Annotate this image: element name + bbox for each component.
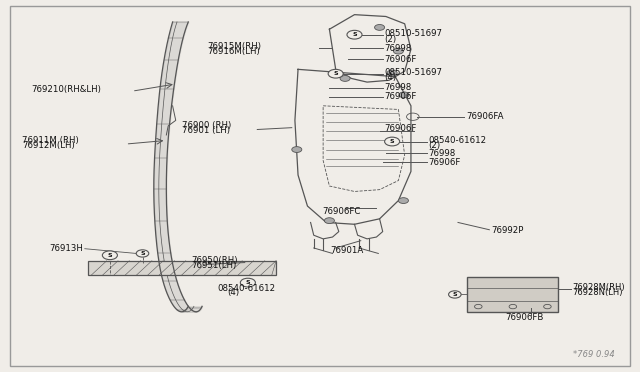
Circle shape <box>328 69 343 78</box>
Text: 76912M(LH): 76912M(LH) <box>22 141 75 150</box>
Text: 76906F: 76906F <box>385 92 417 101</box>
Text: 76901A: 76901A <box>331 246 364 255</box>
Circle shape <box>136 250 148 257</box>
Circle shape <box>102 251 117 260</box>
Circle shape <box>449 291 461 298</box>
Text: (4): (4) <box>227 288 239 297</box>
Circle shape <box>387 70 397 76</box>
Circle shape <box>398 198 408 203</box>
Circle shape <box>374 25 385 31</box>
Bar <box>88 261 276 275</box>
Text: 08540-61612: 08540-61612 <box>429 135 486 145</box>
Text: 769210(RH&LH): 769210(RH&LH) <box>31 84 101 93</box>
Text: S: S <box>246 280 250 285</box>
Text: 76906F: 76906F <box>429 158 461 167</box>
Text: S: S <box>390 139 394 144</box>
Text: 08540-61612: 08540-61612 <box>218 283 276 292</box>
Text: (2): (2) <box>385 35 397 44</box>
Text: 76992P: 76992P <box>492 226 524 235</box>
Text: 76913H: 76913H <box>49 244 83 253</box>
Text: S: S <box>452 292 457 297</box>
Text: 76901 (LH): 76901 (LH) <box>182 126 230 135</box>
Text: 76900 (RH): 76900 (RH) <box>182 121 231 130</box>
Circle shape <box>394 48 403 54</box>
Text: *769 0.94: *769 0.94 <box>573 350 615 359</box>
Text: 08510-51697: 08510-51697 <box>385 68 443 77</box>
Text: 76911M (RH): 76911M (RH) <box>22 136 79 145</box>
Circle shape <box>292 147 302 153</box>
Text: (4): (4) <box>385 73 397 82</box>
Text: 76928N(LH): 76928N(LH) <box>573 288 623 297</box>
Text: 76916M(LH): 76916M(LH) <box>207 47 260 56</box>
Text: 76906FC: 76906FC <box>322 207 360 216</box>
Circle shape <box>340 76 350 81</box>
Text: 76998: 76998 <box>385 83 412 92</box>
Circle shape <box>324 218 335 224</box>
Text: (2): (2) <box>429 141 440 150</box>
Text: 08510-51697: 08510-51697 <box>385 29 443 38</box>
Text: S: S <box>140 251 145 256</box>
Text: 76998: 76998 <box>429 149 456 158</box>
Text: 76998: 76998 <box>385 44 412 53</box>
Text: 76906FB: 76906FB <box>506 313 544 322</box>
Text: S: S <box>352 32 357 37</box>
Text: 76915M(RH): 76915M(RH) <box>207 42 261 51</box>
Text: 76906FA: 76906FA <box>466 112 504 121</box>
Text: S: S <box>108 253 112 258</box>
Circle shape <box>399 92 409 98</box>
Bar <box>467 277 558 312</box>
Text: 76951(LH): 76951(LH) <box>191 262 237 270</box>
Text: 76928M(RH): 76928M(RH) <box>573 283 625 292</box>
Text: 76906F: 76906F <box>385 55 417 64</box>
Circle shape <box>241 278 255 287</box>
Text: 76950(RH): 76950(RH) <box>191 256 238 265</box>
Circle shape <box>347 31 362 39</box>
Text: S: S <box>333 71 338 76</box>
Circle shape <box>385 137 399 146</box>
Text: 76906F: 76906F <box>385 124 417 133</box>
